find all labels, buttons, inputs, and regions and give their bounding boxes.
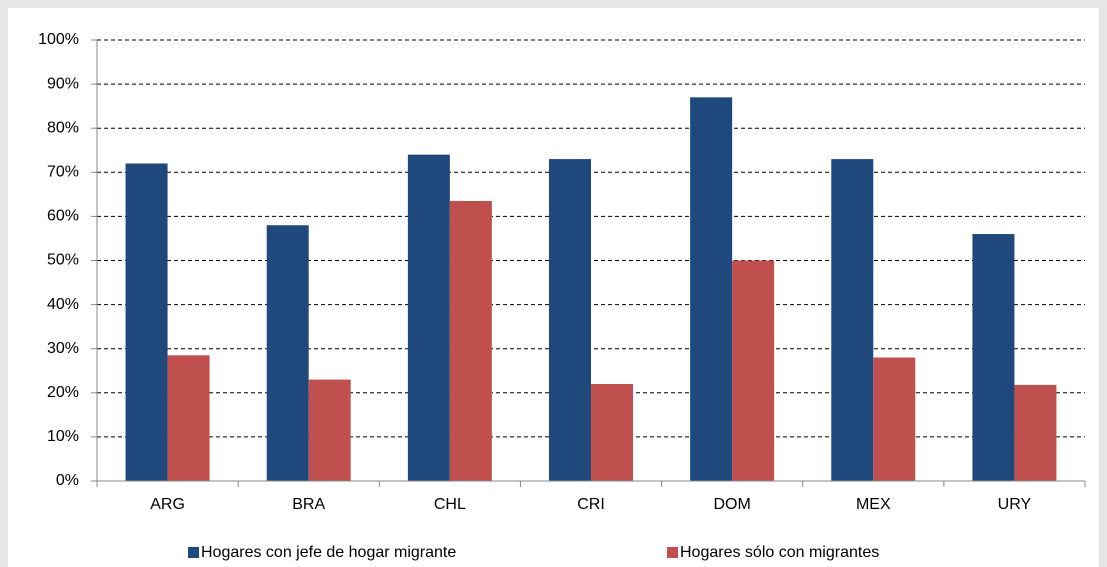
bar bbox=[1014, 384, 1057, 481]
bar bbox=[407, 154, 450, 481]
x-tick-label: MEX bbox=[856, 496, 891, 513]
bar bbox=[125, 163, 168, 482]
x-tick-label: DOM bbox=[713, 496, 750, 513]
y-tick-label: 0% bbox=[56, 472, 79, 489]
y-tick-label: 10% bbox=[47, 428, 79, 445]
bar bbox=[266, 225, 309, 481]
y-tick-label: 80% bbox=[47, 119, 79, 136]
x-tick-label: BRA bbox=[292, 496, 325, 513]
y-tick-label: 90% bbox=[47, 75, 79, 92]
legend-label: Hogares con jefe de hogar migrante bbox=[201, 544, 456, 561]
bar bbox=[873, 357, 916, 481]
bar bbox=[549, 159, 591, 481]
legend-label: Hogares sólo con migrantes bbox=[680, 544, 879, 561]
bar bbox=[591, 383, 633, 481]
bar bbox=[308, 379, 351, 481]
x-tick-label: ARG bbox=[150, 496, 185, 513]
bar bbox=[972, 234, 1015, 481]
x-tick-label: CRI bbox=[577, 496, 605, 513]
y-tick-label: 100% bbox=[38, 31, 79, 48]
y-tick-label: 20% bbox=[47, 384, 79, 401]
bar bbox=[732, 260, 775, 481]
x-tick-label: CHL bbox=[434, 496, 466, 513]
bar bbox=[167, 355, 210, 481]
legend-swatch bbox=[188, 547, 199, 558]
bar bbox=[449, 200, 492, 481]
y-tick-label: 30% bbox=[47, 340, 79, 357]
bar bbox=[690, 97, 733, 481]
y-tick-label: 60% bbox=[47, 208, 79, 225]
x-tick-label: URY bbox=[998, 496, 1032, 513]
y-tick-label: 70% bbox=[47, 164, 79, 181]
y-tick-label: 50% bbox=[47, 252, 79, 269]
bar bbox=[831, 159, 874, 481]
legend-swatch bbox=[667, 547, 678, 558]
y-tick-label: 40% bbox=[47, 296, 79, 313]
